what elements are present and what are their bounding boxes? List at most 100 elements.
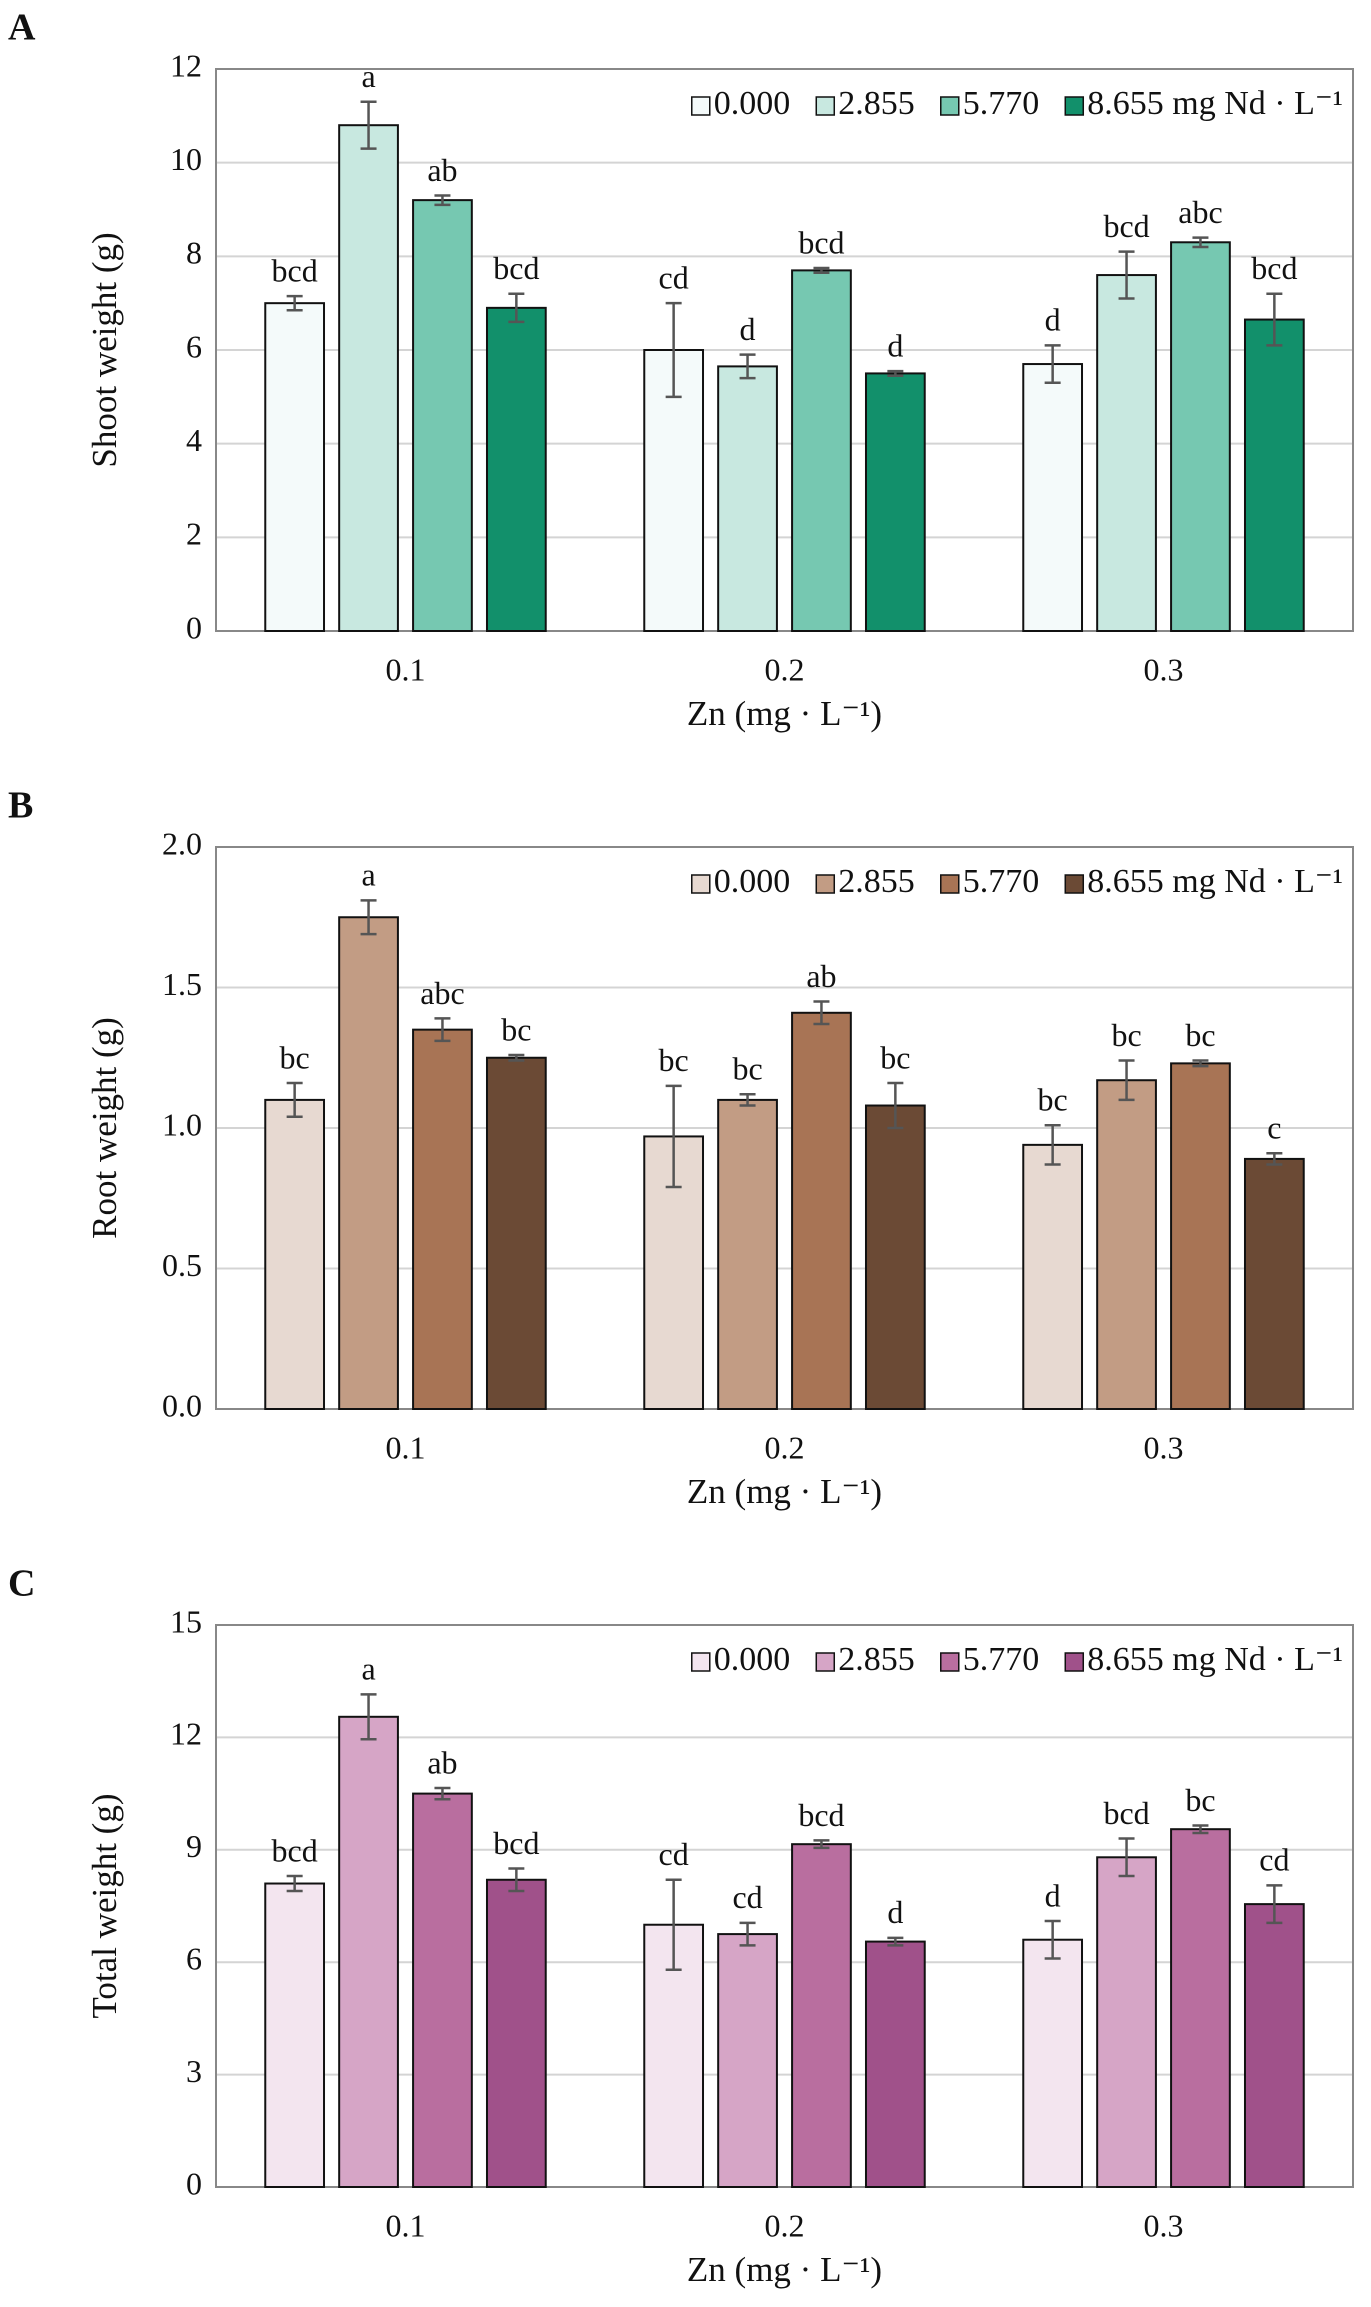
x-axis-title: Zn (mg · L⁻¹)	[687, 694, 882, 733]
legend-label: 2.855	[838, 85, 915, 122]
y-tick-label: 12	[170, 1716, 202, 1752]
x-tick-label: 0.2	[765, 1429, 805, 1465]
plot-frame	[215, 1624, 1354, 2188]
significance-letter: ab	[427, 1744, 457, 1780]
bar	[1170, 1828, 1231, 2189]
significance-letter: bcd	[272, 252, 318, 288]
bar	[264, 1098, 326, 1411]
error-bar	[434, 1786, 451, 1801]
y-tick-label: 2.0	[162, 825, 202, 861]
error-bar	[665, 1084, 682, 1189]
legend-swatch	[940, 1652, 960, 1672]
bar	[485, 306, 547, 632]
significance-letter: bc	[732, 1051, 762, 1087]
bar	[717, 1098, 778, 1411]
bar	[1243, 1903, 1305, 2189]
error-bar	[360, 100, 377, 150]
y-tick-label: 0	[186, 2165, 202, 2201]
bar	[1096, 1079, 1157, 1410]
significance-letter: bcd	[493, 250, 539, 286]
significance-letter: a	[361, 1651, 375, 1687]
panel-label: B	[8, 785, 33, 827]
legend-swatch	[815, 1652, 836, 1672]
y-tick-label: 0.5	[162, 1247, 202, 1283]
x-axis-title: Zn (mg · L⁻¹)	[687, 1472, 882, 1511]
significance-letter: d	[1045, 302, 1061, 338]
significance-letter: cd	[659, 1836, 689, 1872]
y-tick-label: 0	[186, 609, 202, 645]
error-bar	[1192, 1059, 1209, 1068]
panel-label: A	[8, 7, 36, 49]
significance-letter: cd	[659, 260, 689, 296]
y-tick-label: 15	[170, 1603, 202, 1639]
significance-letter: a	[361, 58, 375, 94]
significance-letter: bc	[280, 1039, 310, 1075]
bar	[412, 1028, 473, 1411]
bar	[791, 1843, 852, 2189]
significance-letter: c	[1267, 1110, 1281, 1146]
plot-frame	[215, 68, 1354, 632]
legend-swatch	[691, 96, 711, 116]
y-tick-label: 8	[186, 235, 202, 271]
bar	[1243, 318, 1305, 632]
significance-letter: bcd	[272, 1832, 318, 1868]
bar	[1170, 1062, 1231, 1410]
significance-letter: d	[740, 311, 756, 347]
error-bar	[1266, 292, 1283, 347]
bar	[412, 199, 473, 632]
error-bar	[1266, 1152, 1283, 1166]
significance-letter: bcd	[1251, 250, 1297, 286]
legend-label: 5.770	[963, 85, 1040, 122]
significance-letter: bcd	[493, 1825, 539, 1861]
bar	[717, 1933, 778, 2188]
significance-letter: abc	[1178, 194, 1222, 230]
bar	[1096, 1856, 1157, 2188]
error-bar	[508, 1867, 525, 1893]
significance-letter: bcd	[1103, 208, 1149, 244]
y-tick-label: 10	[170, 141, 202, 177]
legend-swatch	[815, 96, 836, 116]
y-tick-label: 6	[186, 1941, 202, 1977]
error-bar	[360, 899, 377, 936]
bar	[1170, 241, 1231, 633]
y-tick-label: 1.0	[162, 1106, 202, 1142]
significance-letter: ab	[427, 152, 457, 188]
significance-letter: bcd	[1103, 1795, 1149, 1831]
y-tick-label: 2	[186, 516, 202, 552]
legend-swatch	[1064, 874, 1085, 894]
error-bar	[739, 1093, 756, 1107]
legend-swatch	[940, 96, 960, 116]
significance-letter: a	[361, 857, 375, 893]
legend-label: 5.770	[963, 863, 1040, 900]
error-bar	[508, 292, 525, 324]
error-bar	[665, 301, 682, 399]
error-bar	[1266, 1884, 1283, 1925]
bar	[791, 269, 852, 632]
bar	[264, 302, 326, 632]
legend-label: 2.855	[838, 863, 915, 900]
legend-swatch	[691, 874, 711, 894]
bar	[1243, 1157, 1305, 1411]
error-bar	[508, 1053, 525, 1062]
y-tick-label: 4	[186, 422, 202, 458]
error-bar	[1118, 1059, 1135, 1102]
error-bar	[434, 194, 451, 207]
significance-letter: bc	[1038, 1082, 1068, 1118]
significance-letter: d	[887, 327, 903, 363]
error-bar	[813, 1000, 830, 1026]
legend-label: 5.770	[963, 1641, 1040, 1678]
error-bar	[1044, 1919, 1061, 1960]
legend-label: 0.000	[714, 85, 791, 122]
significance-letter: bc	[1111, 1017, 1141, 1053]
legend-label: 0.000	[714, 863, 791, 900]
bar	[338, 1715, 399, 2188]
y-tick-label: 3	[186, 2053, 202, 2089]
legend-swatch	[691, 1652, 711, 1672]
legend-swatch	[1064, 1652, 1085, 1672]
bar	[338, 916, 399, 1410]
error-bar	[1192, 1824, 1209, 1835]
significance-letter: abc	[420, 975, 464, 1011]
panel-label: C	[8, 1563, 35, 1605]
significance-letter: bc	[659, 1042, 689, 1078]
